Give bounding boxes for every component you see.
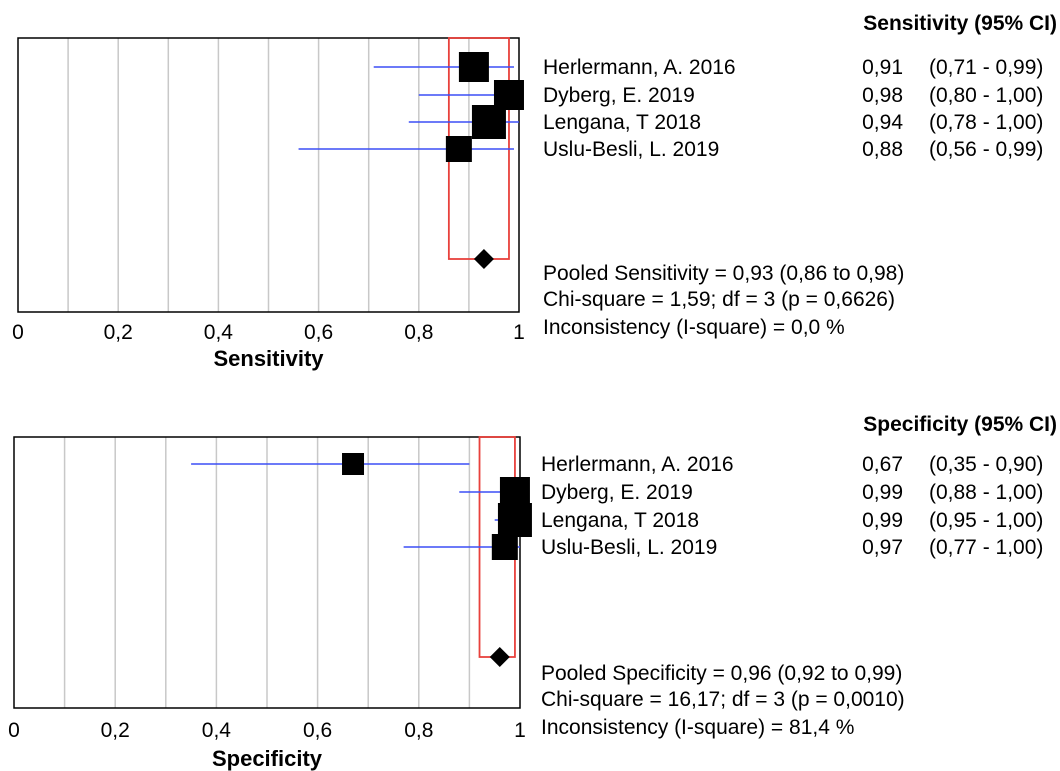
x-axis-title: Specificity — [212, 746, 323, 771]
study-point-marker — [471, 105, 506, 139]
x-tick-label: 0,8 — [404, 719, 433, 742]
x-tick-label: 1 — [514, 719, 526, 742]
study-estimate: 0,97 — [862, 536, 903, 559]
column-header: Specificity (95% CI) — [863, 413, 1057, 436]
study-estimate: 0,91 — [862, 56, 903, 79]
summary-stat-line: Chi-square = 1,59; df = 3 (p = 0,6626) — [543, 288, 895, 311]
study-estimate: 0,67 — [862, 453, 903, 476]
study-name: Dyberg, E. 2019 — [543, 84, 695, 107]
x-tick-label: 0,6 — [303, 719, 332, 742]
x-tick-label: 0,6 — [304, 321, 333, 344]
study-ci-label: (0,77 - 1,00) — [929, 536, 1043, 559]
summary-stat-line: Pooled Specificity = 0,96 (0,92 to 0,99) — [541, 662, 902, 685]
pooled-diamond — [489, 647, 510, 667]
study-name: Lengana, T 2018 — [543, 111, 701, 134]
study-point-marker — [445, 136, 472, 162]
study-name: Dyberg, E. 2019 — [541, 481, 693, 504]
study-ci-label: (0,78 - 1,00) — [929, 111, 1043, 134]
x-tick-label: 0,8 — [404, 321, 433, 344]
study-ci-label: (0,56 - 0,99) — [929, 138, 1043, 161]
study-ci-label: (0,88 - 1,00) — [929, 481, 1043, 504]
study-estimate: 0,88 — [862, 138, 903, 161]
x-tick-label: 0,4 — [202, 719, 232, 742]
x-tick-label: 1 — [513, 321, 525, 344]
study-point-marker — [491, 534, 518, 560]
plot-frame — [17, 37, 520, 313]
study-estimate: 0,99 — [862, 509, 903, 532]
study-name: Herlermann, A. 2016 — [543, 56, 736, 79]
study-point-marker — [458, 52, 489, 82]
study-point-marker — [342, 453, 365, 475]
study-name: Uslu-Besli, L. 2019 — [543, 138, 719, 161]
study-ci-label: (0,71 - 0,99) — [929, 56, 1043, 79]
study-ci-label: (0,95 - 1,00) — [929, 509, 1043, 532]
plot-frame — [13, 436, 521, 709]
x-tick-label: 0,2 — [101, 719, 130, 742]
study-name: Uslu-Besli, L. 2019 — [541, 536, 717, 559]
study-point-marker — [497, 503, 532, 537]
summary-stat-line: Chi-square = 16,17; df = 3 (p = 0,0010) — [541, 688, 905, 711]
x-tick-label: 0 — [12, 321, 24, 344]
x-tick-label: 0,4 — [204, 321, 234, 344]
summary-stat-line: Inconsistency (I-square) = 81,4 % — [541, 716, 854, 739]
study-point-marker — [499, 477, 530, 507]
summary-stat-line: Pooled Sensitivity = 0,93 (0,86 to 0,98) — [543, 262, 904, 285]
study-ci-label: (0,80 - 1,00) — [929, 84, 1043, 107]
forest-panel-specificity: Herlermann, A. 2016 0,67 (0,35 - 0,90) Dybe… — [8, 413, 1057, 771]
column-header: Sensitivity (95% CI) — [863, 12, 1057, 35]
x-tick-label: 0,2 — [104, 321, 133, 344]
x-tick-label: 0 — [8, 719, 20, 742]
study-name: Lengana, T 2018 — [541, 509, 699, 532]
study-ci-label: (0,35 - 0,90) — [929, 453, 1043, 476]
study-estimate: 0,99 — [862, 481, 903, 504]
study-estimate: 0,98 — [862, 84, 903, 107]
study-estimate: 0,94 — [862, 111, 903, 134]
study-name: Herlermann, A. 2016 — [541, 453, 734, 476]
x-axis-title: Sensitivity — [213, 346, 324, 371]
pooled-diamond — [473, 249, 494, 269]
forest-panel-sensitivity: Herlermann, A. 2016 0,91 (0,71 - 0,99) Dybe… — [12, 12, 1057, 371]
summary-stat-line: Inconsistency (I-square) = 0,0 % — [543, 316, 845, 339]
